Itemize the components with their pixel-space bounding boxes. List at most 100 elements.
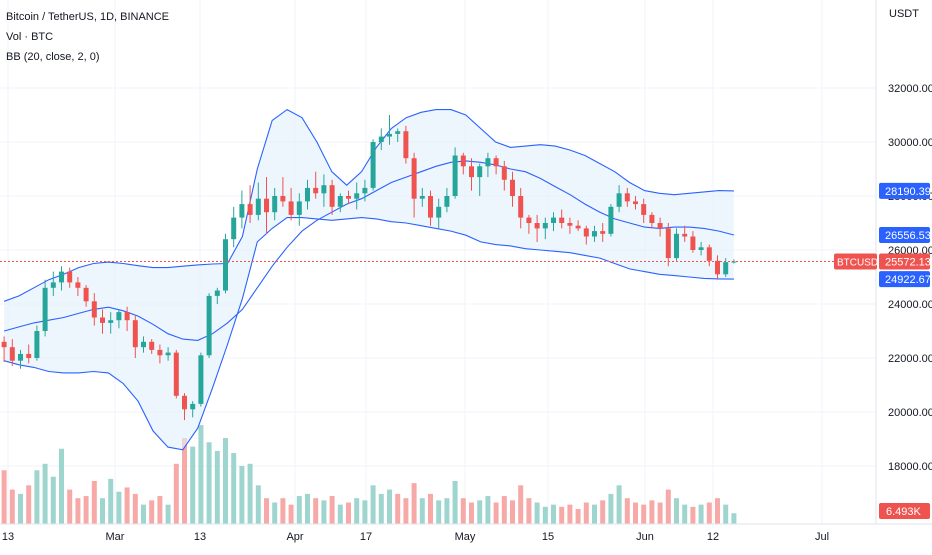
chart-legend[interactable]: Bitcoin / TetherUS, 1D, BINANCE Vol · BT… [6,7,169,67]
candle [214,287,220,304]
volume-bar [469,502,474,524]
candle [600,223,606,242]
candle [280,177,286,207]
candle [50,271,56,296]
volume-bar [419,498,425,524]
candle [419,187,425,207]
candle [239,190,245,229]
candle [559,209,565,229]
volume-bar [67,489,73,524]
candle [59,266,64,291]
candle [387,115,392,145]
volume-bar [567,504,573,524]
legend-volume[interactable]: Vol · BTC [6,31,54,43]
volume-bar [387,489,392,524]
candle-body [272,196,278,213]
volume-bar [305,493,310,524]
candle [452,147,458,199]
volume-bar [100,498,105,524]
candle [305,179,310,210]
candle-body [600,231,606,234]
volume-bar [50,476,56,524]
price-tick-label: 20000.00 [888,407,932,419]
volume-bar [436,500,442,524]
candle-body [395,131,401,134]
volume-bar [518,485,524,524]
candle-body [411,158,417,199]
candle [518,187,524,229]
volume-bar [288,504,294,524]
candle [116,309,122,329]
candle-body [551,217,556,223]
candle-body [428,196,433,218]
volume-bar [460,498,466,524]
volume-bar [731,513,737,524]
time-tick-label: 17 [360,531,372,543]
candle-body [583,228,589,237]
candle-body [1,341,7,348]
volume-bar [641,504,647,524]
candle [657,217,663,237]
candle [75,277,81,296]
candle [436,198,442,229]
candle-body [141,341,146,348]
candle [26,344,32,364]
candle-body [469,166,474,178]
bb-lower-badge-label: 24922.67 [885,274,931,286]
candle-body [26,353,32,358]
candle-body [723,262,729,275]
candle [247,185,253,223]
candle [592,225,597,242]
candle-body [534,223,540,229]
volume-bar [715,498,720,524]
time-axis-ticks[interactable]: 13 Mar 13 Apr 17 May 15 Jun 12 Jul [2,531,829,543]
candle [641,198,647,223]
candle-body [132,320,138,348]
candle-body [403,131,409,159]
volume-bar [706,502,712,524]
legend-symbol[interactable]: Bitcoin / TetherUS, 1D, BINANCE [6,11,170,23]
volume-bar [247,463,253,524]
candle-body [280,196,286,202]
candle [223,233,228,294]
volume-bar [633,502,638,524]
candle-body [518,196,524,218]
candle [665,223,671,267]
volume-bar [42,463,48,524]
candle-body [198,355,204,404]
price-tick-label: 22000.00 [888,353,932,365]
candle-body [34,331,40,358]
price-badges: 28190.39 26556.53 BTCUSDT 25572.13 24922… [834,182,931,519]
candle-body [444,196,450,207]
volume-bar [182,438,187,524]
volume-bar [157,496,163,524]
bollinger-bands [3,108,735,451]
candle-body [305,187,310,202]
volume-bar [296,496,302,524]
candle [698,241,704,256]
candle-body [108,320,114,323]
candle [542,217,548,240]
volume-bar [108,478,114,524]
legend-bollinger[interactable]: BB (20, close, 2, 0) [6,51,100,63]
candle [362,179,368,202]
candle [690,231,696,253]
volume-bar [616,485,622,524]
candle-body [75,282,81,288]
candle-body [501,166,507,180]
candle [370,139,376,191]
volume-bar [526,498,532,524]
candle [91,293,97,326]
volume-bar [198,425,204,524]
volume-bar [354,498,360,524]
candle [329,179,335,215]
volume-bar [337,504,343,524]
candle-body [100,317,105,323]
volume-bar [329,496,335,524]
volume-bar [370,485,376,524]
candle-body [542,223,548,229]
volume-bar [321,500,327,524]
candle [583,225,589,245]
